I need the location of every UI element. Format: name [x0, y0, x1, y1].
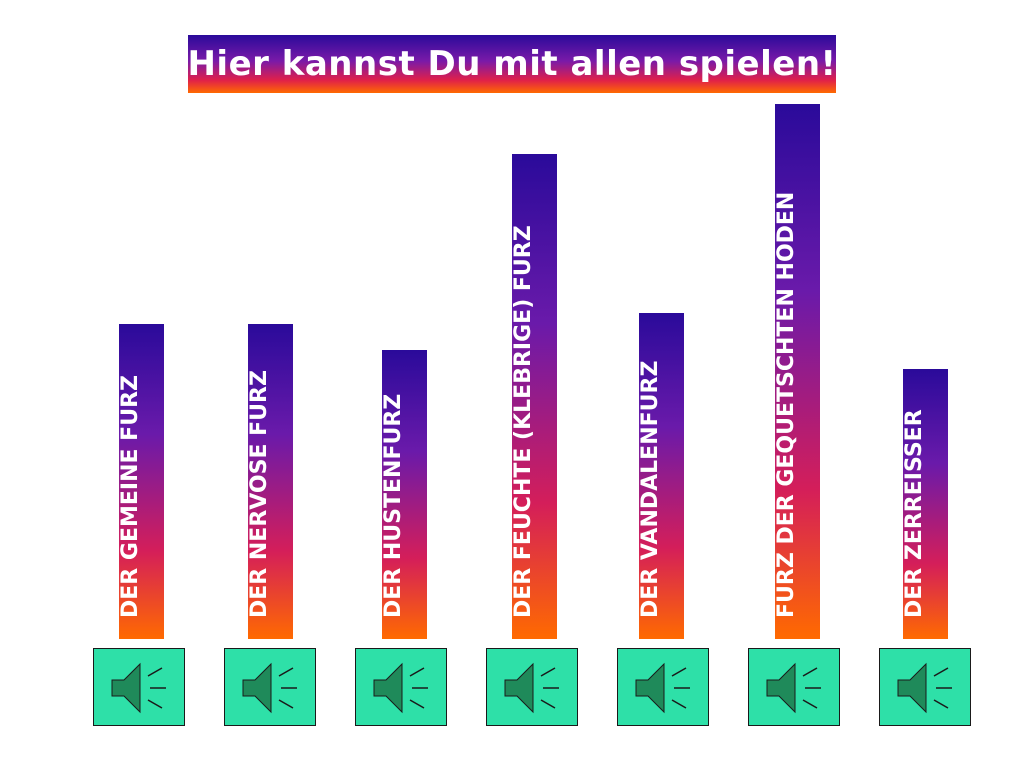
- bar-label: DER HUSTENFURZ: [380, 393, 406, 618]
- bar-label: DER VANDALENFURZ: [637, 360, 663, 618]
- speaker-icon: [766, 662, 821, 714]
- bar-nervoese-furz: DER NERVÖSE FURZ: [246, 324, 293, 639]
- speaker-icon: [504, 662, 559, 714]
- bar-gemeine-furz: DER GEMEINE FURZ: [117, 324, 164, 639]
- speaker-icon: [242, 662, 297, 714]
- bar-label: DER GEMEINE FURZ: [117, 375, 143, 618]
- page-title: Hier kannst Du mit allen spielen!: [187, 44, 837, 84]
- play-sound-button-gequetschten-hoden[interactable]: [748, 648, 840, 726]
- bar-label: DER FEUCHTE (KLEBRIGE) FURZ: [510, 225, 536, 618]
- speaker-icon: [897, 662, 952, 714]
- speaker-icon: [373, 662, 428, 714]
- bar-zerreisser: DER ZERREISSER: [901, 369, 948, 639]
- bar-gequetschten-hoden: FURZ DER GEQUETSCHTEN HODEN: [773, 104, 820, 639]
- play-sound-button-gemeine-furz[interactable]: [93, 648, 185, 726]
- play-sound-button-hustenfurz[interactable]: [355, 648, 447, 726]
- play-sound-button-nervoese-furz[interactable]: [224, 648, 316, 726]
- play-sound-button-zerreisser[interactable]: [879, 648, 971, 726]
- bar-vandalenfurz: DER VANDALENFURZ: [637, 313, 684, 639]
- bar-label: DER ZERREISSER: [901, 409, 927, 618]
- bar-label: DER NERVÖSE FURZ: [246, 370, 272, 618]
- bar-feuchte-furz: DER FEUCHTE (KLEBRIGE) FURZ: [510, 154, 557, 639]
- speaker-icon: [635, 662, 690, 714]
- page-title-banner: Hier kannst Du mit allen spielen!: [187, 35, 837, 93]
- speaker-icon: [111, 662, 166, 714]
- play-sound-button-vandalenfurz[interactable]: [617, 648, 709, 726]
- play-sound-button-feuchte-furz[interactable]: [486, 648, 578, 726]
- bar-label: FURZ DER GEQUETSCHTEN HODEN: [773, 191, 799, 618]
- bar-hustenfurz: DER HUSTENFURZ: [380, 350, 427, 639]
